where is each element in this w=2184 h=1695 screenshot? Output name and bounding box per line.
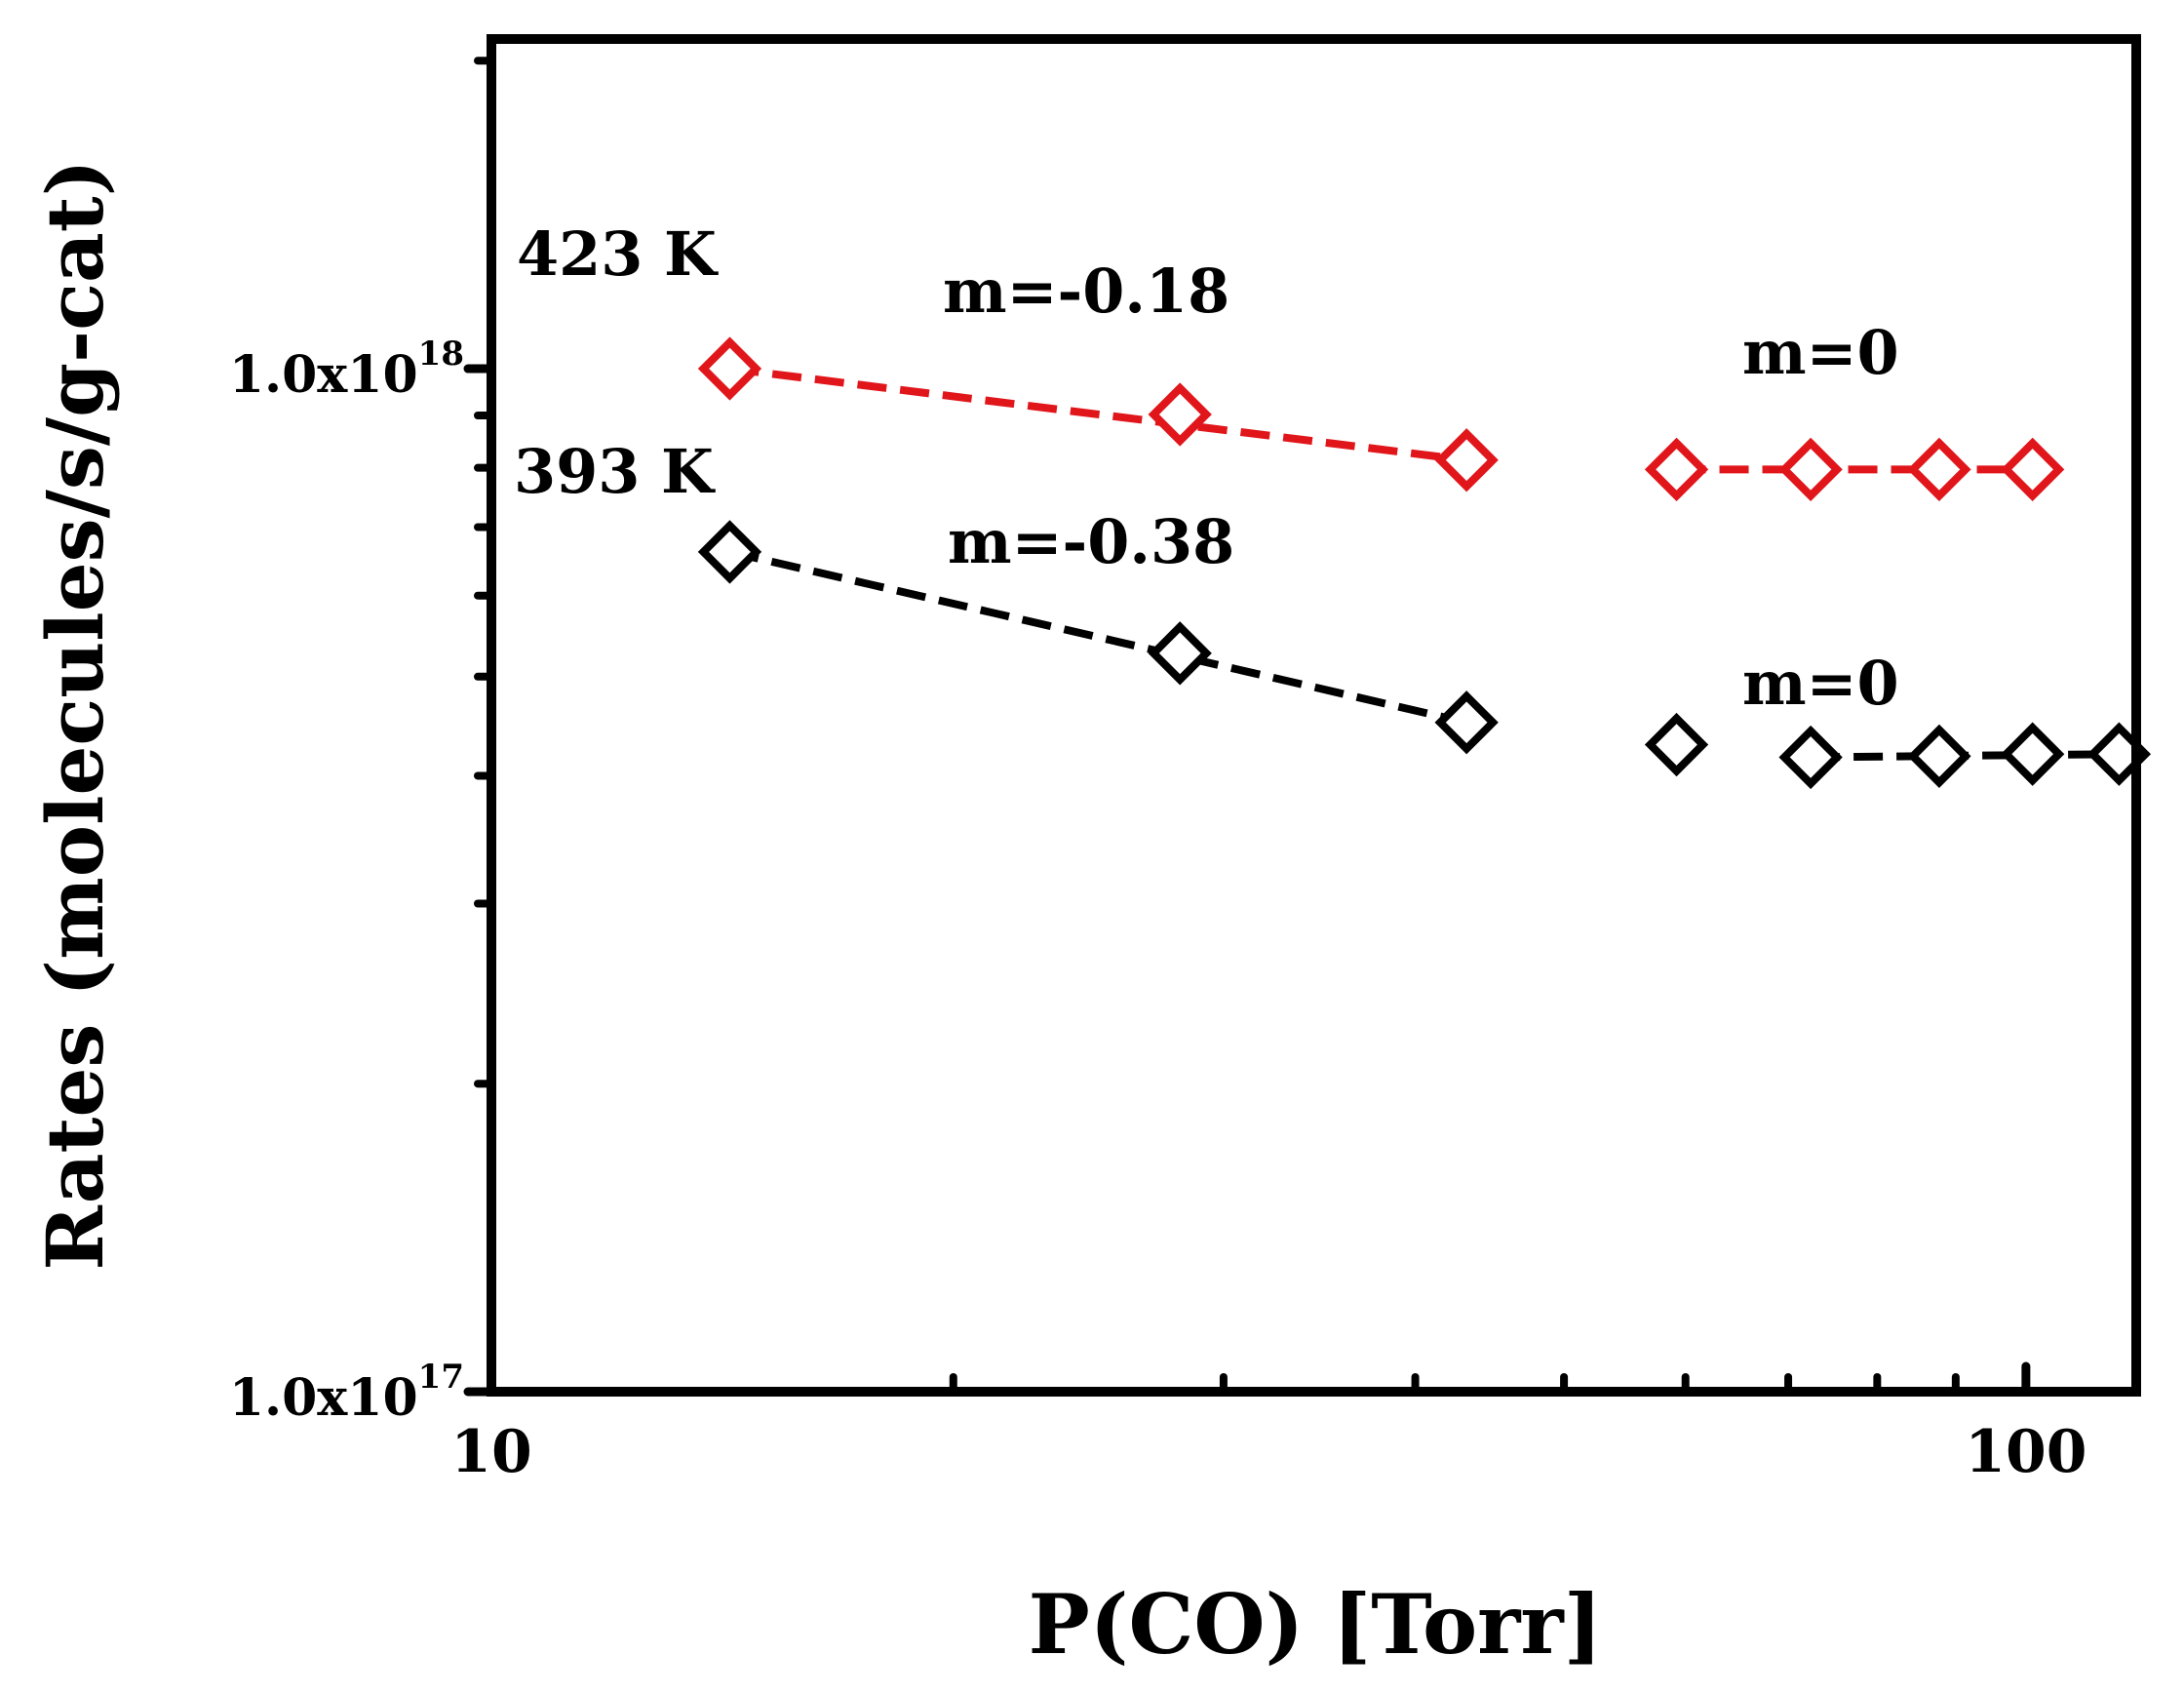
y-tick-exponent: 17	[418, 1358, 464, 1397]
y-tick-label: 1.0x1017	[229, 1358, 464, 1428]
data-point	[1907, 724, 1971, 789]
data-point	[1778, 725, 1843, 790]
fit-lines-layer	[728, 365, 2120, 762]
x-axis-label: P(CO) [Torr]	[1029, 1576, 1603, 1673]
data-point	[1778, 437, 1843, 502]
fit-line	[728, 365, 1467, 464]
label-393k: 393 K	[514, 436, 716, 507]
data-points-layer	[697, 336, 2152, 790]
data-point	[1644, 712, 1709, 777]
y-tick-label: 1.0x1018	[229, 335, 464, 405]
slope-label-423k-low: m=-0.18	[943, 256, 1229, 327]
data-point	[1907, 437, 1971, 502]
y-tick-mantissa: 1.0x10	[229, 345, 418, 405]
data-point	[697, 520, 762, 584]
data-point	[1148, 621, 1212, 686]
y-tick-mantissa: 1.0x10	[229, 1368, 418, 1428]
data-point	[1148, 382, 1212, 447]
y-axis-label: Rates (molecules/s/g-cat)	[29, 159, 121, 1270]
data-point	[697, 336, 762, 401]
x-tick-label: 10	[450, 1418, 532, 1486]
data-point	[2001, 722, 2065, 786]
data-point	[1644, 437, 1709, 502]
plot-frame	[487, 34, 2141, 1397]
x-tick-label: 100	[1965, 1418, 2086, 1486]
slope-label-393k-low: m=-0.38	[948, 506, 1234, 577]
data-point	[2001, 437, 2065, 502]
data-point	[1434, 690, 1499, 755]
fit-line	[728, 548, 1468, 727]
label-423k: 423 K	[517, 218, 719, 290]
y-tick-exponent: 18	[418, 335, 464, 374]
slope-label-393k-high: m=0	[1742, 648, 1899, 719]
data-point	[1434, 428, 1499, 493]
slope-label-423k-high: m=0	[1742, 317, 1899, 388]
